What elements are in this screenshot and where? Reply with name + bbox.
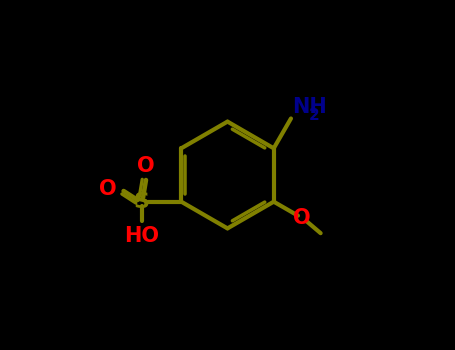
Text: NH: NH <box>292 97 327 117</box>
Text: 2: 2 <box>309 107 320 122</box>
Text: O: O <box>137 155 155 176</box>
Text: O: O <box>293 208 311 228</box>
Text: HO: HO <box>124 226 159 246</box>
Text: O: O <box>99 179 117 199</box>
Text: S: S <box>134 192 150 212</box>
